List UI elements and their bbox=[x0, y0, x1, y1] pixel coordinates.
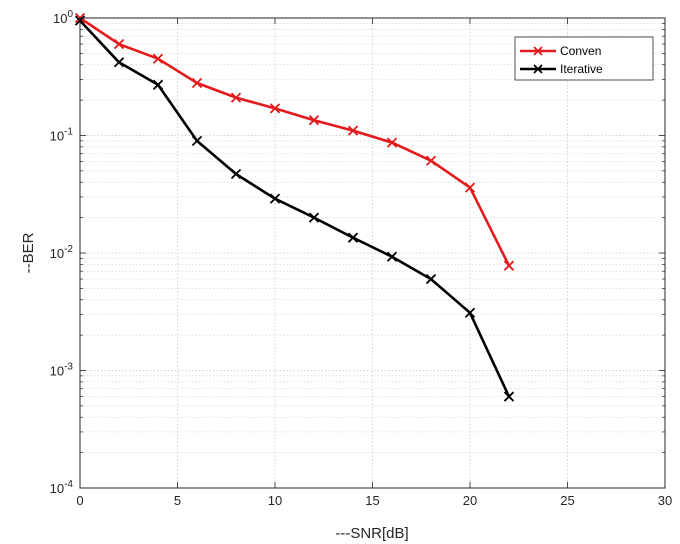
x-tick-label: 25 bbox=[560, 493, 574, 508]
marker-conven bbox=[386, 137, 398, 148]
marker-iterative bbox=[347, 232, 359, 243]
marker-iterative bbox=[113, 57, 125, 68]
legend-item-conven: Conven bbox=[520, 44, 601, 58]
x-tick-label: 20 bbox=[463, 493, 477, 508]
legend: Conven Iterative bbox=[514, 36, 654, 81]
marker-conven bbox=[269, 103, 281, 114]
y-tick-label: 10-2 bbox=[50, 244, 74, 261]
series-line-conven bbox=[79, 16, 511, 267]
x-axis-label: ---SNR[dB] bbox=[335, 525, 408, 542]
y-tick-label: 10-3 bbox=[50, 362, 74, 379]
marker-conven bbox=[191, 77, 203, 89]
y-tick-labels: 100 10-1 10-2 10-3 10-4 bbox=[50, 9, 74, 496]
marker-conven bbox=[113, 38, 125, 50]
legend-label: Iterative bbox=[560, 62, 603, 76]
marker-iterative bbox=[425, 273, 437, 285]
y-tick-label: 100 bbox=[53, 9, 73, 26]
marker-iterative bbox=[269, 193, 281, 204]
legend-box bbox=[514, 36, 654, 81]
marker-conven bbox=[503, 260, 515, 271]
marker-conven bbox=[464, 182, 476, 193]
legend-label: Conven bbox=[560, 44, 601, 58]
x-tick-label: 15 bbox=[365, 493, 379, 508]
x-tick-label: 5 bbox=[174, 493, 181, 508]
marker-iterative bbox=[230, 168, 242, 180]
marker-conven bbox=[230, 92, 242, 103]
marker-iterative bbox=[503, 391, 515, 402]
marker-iterative bbox=[152, 79, 164, 90]
y-tick-label: 10-4 bbox=[50, 479, 74, 496]
legend-marker bbox=[533, 64, 543, 74]
legend-item-iterative: Iterative bbox=[520, 62, 603, 76]
legend-marker bbox=[533, 46, 543, 56]
marker-conven bbox=[425, 155, 437, 166]
series-line-iterative bbox=[79, 19, 511, 398]
marker-iterative bbox=[308, 212, 320, 223]
marker-iterative bbox=[191, 135, 203, 147]
marker-iterative bbox=[386, 251, 398, 262]
axis-ticks bbox=[79, 17, 666, 489]
x-tick-label: 30 bbox=[658, 493, 672, 508]
x-tick-labels: 0 5 10 15 20 25 30 bbox=[76, 493, 672, 508]
x-tick-label: 0 bbox=[76, 493, 83, 508]
x-tick-label: 10 bbox=[268, 493, 282, 508]
y-axis-label: --BER bbox=[20, 232, 37, 273]
series-layer bbox=[74, 12, 515, 402]
marker-conven bbox=[152, 53, 164, 64]
marker-conven bbox=[347, 125, 359, 136]
marker-conven bbox=[308, 115, 320, 126]
y-tick-label: 10-1 bbox=[50, 127, 74, 144]
marker-iterative bbox=[464, 307, 476, 318]
